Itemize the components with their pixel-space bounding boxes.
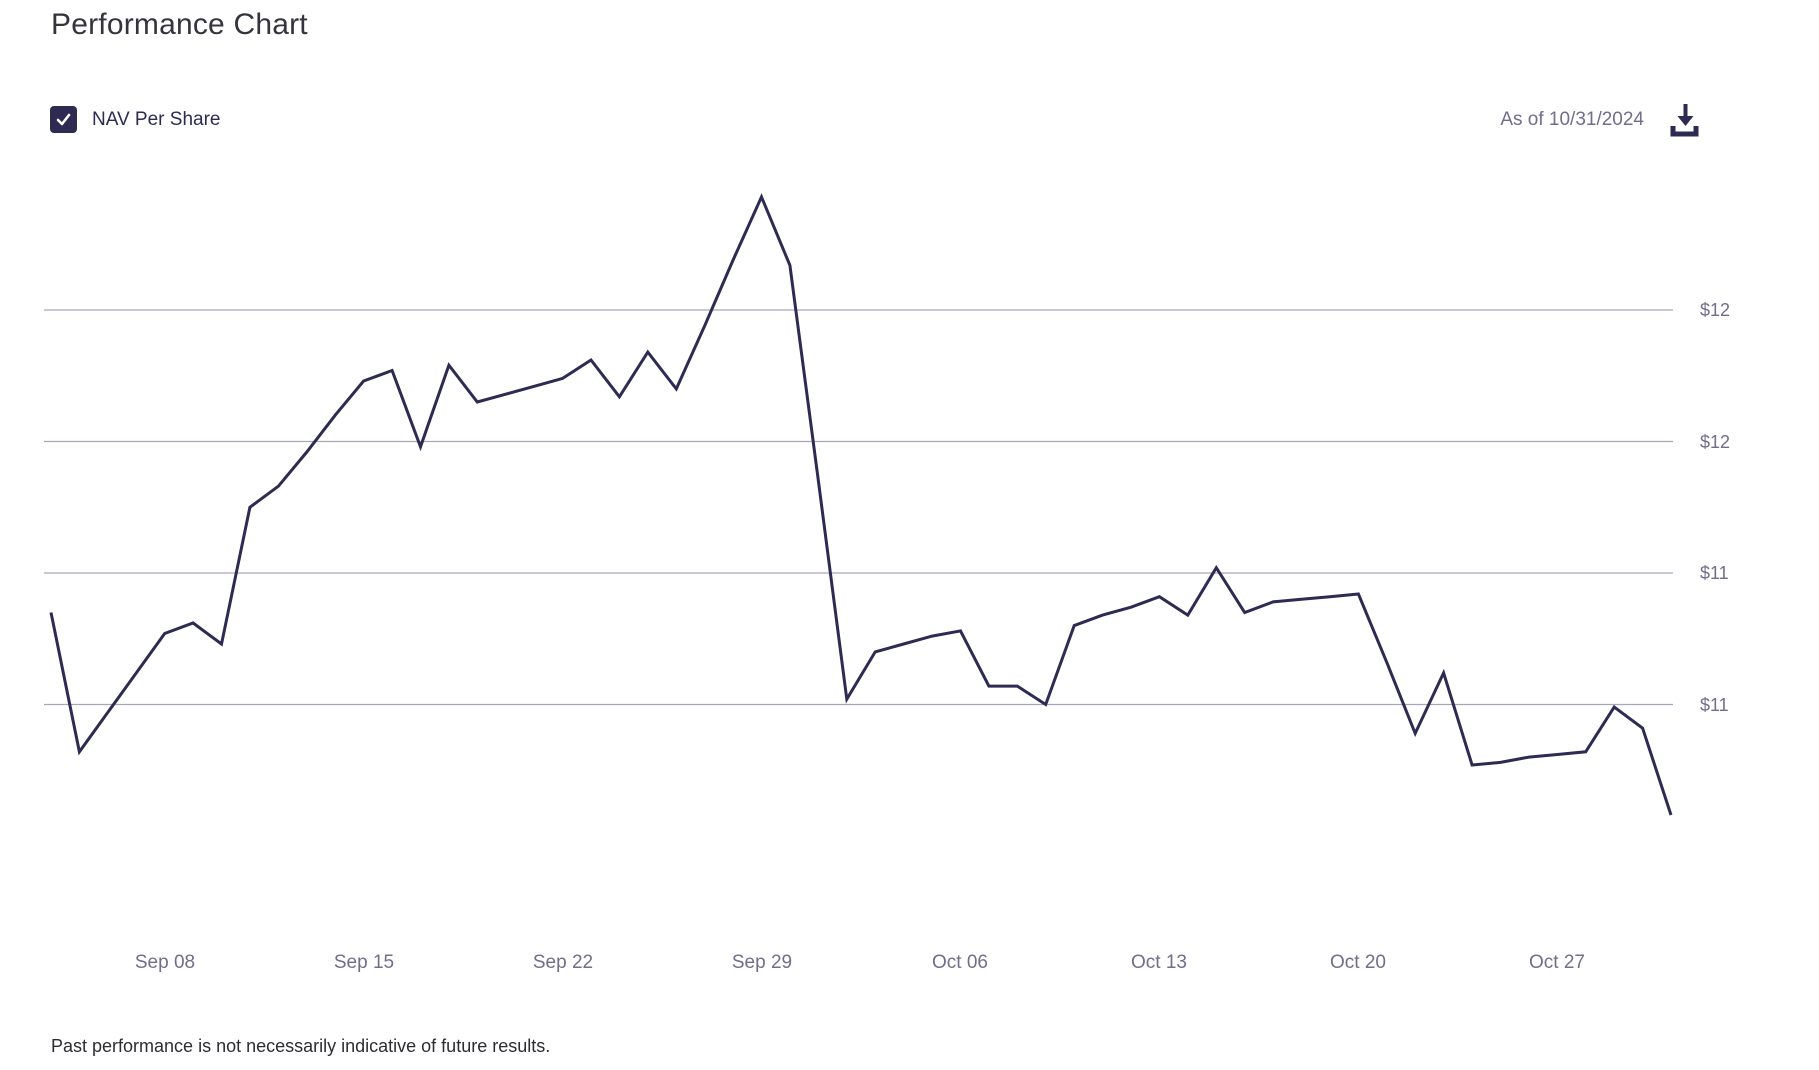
x-tick-label: Sep 15	[333, 952, 395, 973]
legend: NAV Per Share	[50, 106, 220, 133]
legend-label[interactable]: NAV Per Share	[92, 108, 221, 130]
x-tick-label: Oct 20	[1330, 952, 1386, 973]
gridlines	[44, 309, 1673, 706]
y-tick-label: $12	[1700, 431, 1731, 452]
x-tick-label: Sep 08	[134, 952, 196, 973]
download-button[interactable]	[1669, 101, 1700, 139]
x-tick-label: Sep 29	[731, 952, 793, 973]
nav-per-share-line	[49, 193, 1673, 816]
x-tick-label: Sep 22	[532, 952, 594, 973]
download-icon	[1669, 101, 1700, 139]
page-title: Performance Chart	[51, 8, 308, 41]
as-of-row: As of 10/31/2024	[1500, 96, 1700, 144]
x-tick-label: Oct 27	[1529, 952, 1585, 973]
as-of-date: As of 10/31/2024	[1500, 109, 1644, 130]
y-tick-label: $11	[1700, 694, 1729, 715]
y-tick-label: $12	[1700, 300, 1731, 320]
disclaimer-text: Past performance is not necessarily indi…	[51, 1036, 551, 1056]
nav-per-share-checkbox[interactable]	[50, 106, 77, 133]
x-tick-label: Oct 13	[1131, 952, 1187, 973]
check-icon	[55, 111, 72, 128]
x-tick-label: Oct 06	[932, 952, 988, 973]
y-tick-label: $11	[1700, 563, 1729, 583]
